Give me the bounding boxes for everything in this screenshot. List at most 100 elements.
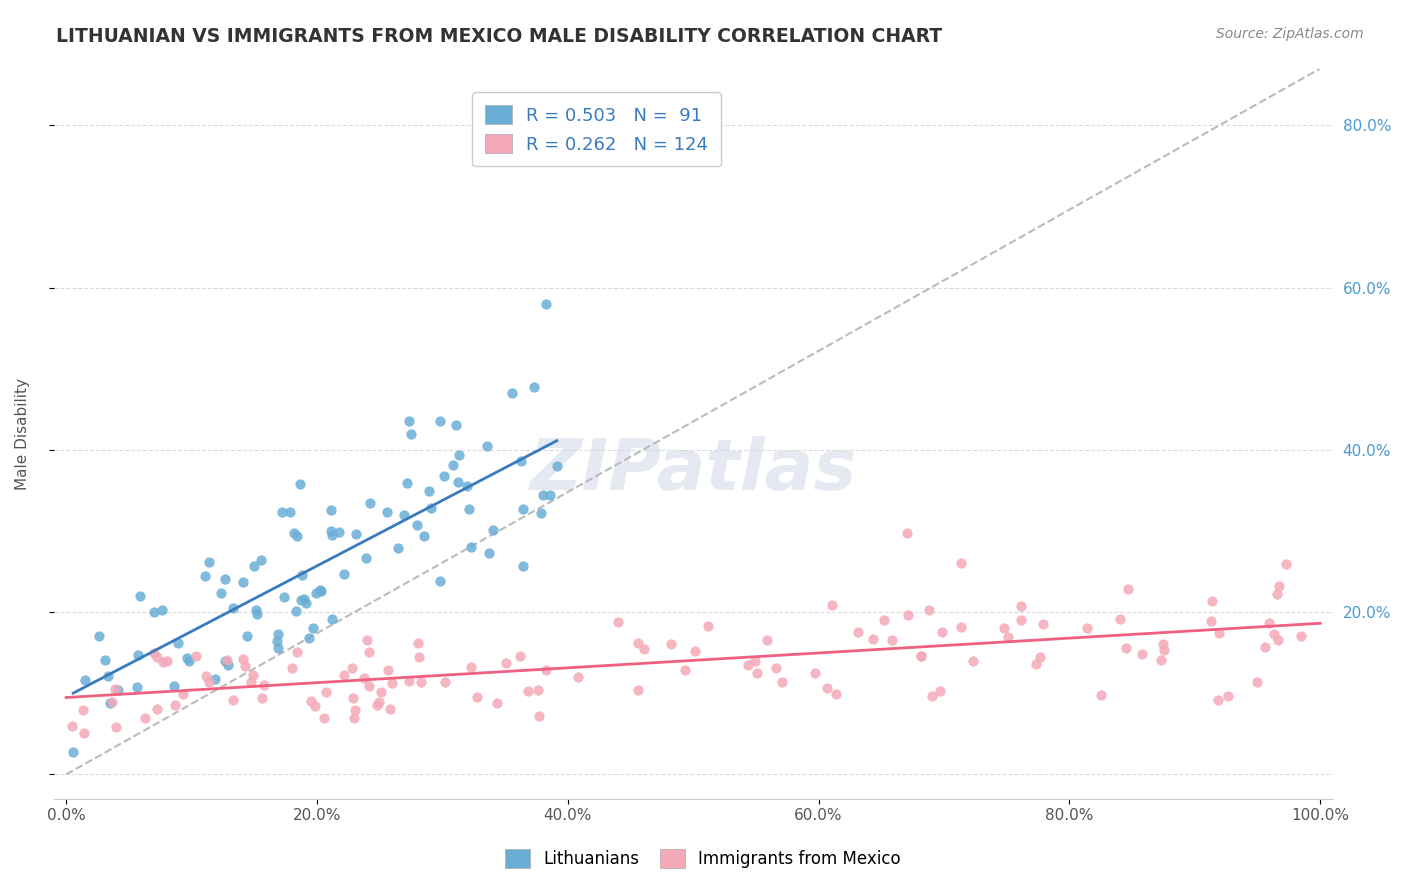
Point	[846, 624, 869, 639]
Point	[73, 725, 96, 739]
Point	[357, 679, 380, 693]
Point	[236, 629, 259, 643]
Point	[104, 681, 127, 696]
Point	[1275, 557, 1298, 571]
Point	[1246, 674, 1268, 689]
Point	[62, 719, 84, 733]
Legend: R = 0.503   N =  91, R = 0.262   N = 124: R = 0.503 N = 91, R = 0.262 N = 124	[472, 92, 721, 166]
Point	[357, 645, 380, 659]
Point	[309, 582, 332, 597]
Point	[398, 673, 420, 688]
Point	[1153, 643, 1175, 657]
Point	[744, 654, 766, 668]
Point	[217, 652, 239, 666]
Point	[233, 659, 256, 673]
Point	[209, 586, 232, 600]
Point	[291, 568, 314, 582]
Point	[127, 681, 149, 695]
Legend: Lithuanians, Immigrants from Mexico: Lithuanians, Immigrants from Mexico	[499, 843, 907, 875]
Point	[446, 417, 468, 432]
Point	[304, 698, 326, 713]
Point	[510, 453, 533, 467]
Point	[419, 500, 441, 515]
Point	[152, 655, 174, 669]
Point	[194, 569, 217, 583]
Point	[242, 667, 264, 681]
Point	[267, 627, 290, 641]
Point	[198, 675, 221, 690]
Point	[295, 597, 318, 611]
Point	[399, 426, 422, 441]
Point	[441, 458, 464, 473]
Point	[501, 385, 523, 400]
Point	[194, 669, 217, 683]
Point	[98, 696, 121, 710]
Point	[267, 640, 290, 655]
Point	[1258, 615, 1281, 630]
Point	[62, 745, 84, 759]
Point	[485, 696, 508, 710]
Point	[356, 633, 378, 648]
Point	[280, 661, 302, 675]
Point	[1116, 582, 1139, 596]
Point	[246, 607, 269, 621]
Point	[312, 711, 335, 725]
Point	[299, 694, 322, 708]
Point	[333, 566, 356, 581]
Point	[467, 690, 489, 704]
Point	[129, 589, 152, 603]
Point	[387, 541, 409, 555]
Point	[534, 297, 557, 311]
Point	[222, 692, 245, 706]
Point	[72, 703, 94, 717]
Point	[333, 668, 356, 682]
Point	[516, 683, 538, 698]
Point	[526, 683, 548, 698]
Point	[270, 505, 292, 519]
Point	[821, 598, 844, 612]
Point	[880, 632, 903, 647]
Point	[143, 605, 166, 619]
Point	[94, 653, 117, 667]
Point	[447, 475, 470, 489]
Point	[627, 636, 650, 650]
Point	[1010, 613, 1032, 627]
Point	[285, 644, 308, 658]
Point	[172, 687, 194, 701]
Point	[1199, 614, 1222, 628]
Point	[392, 508, 415, 523]
Point	[309, 584, 332, 599]
Point	[1291, 630, 1313, 644]
Point	[418, 484, 440, 499]
Point	[366, 698, 388, 712]
Point	[222, 601, 245, 615]
Point	[398, 414, 420, 428]
Point	[531, 488, 554, 502]
Point	[340, 661, 363, 675]
Point	[997, 630, 1019, 644]
Point	[353, 671, 375, 685]
Point	[354, 551, 377, 566]
Point	[321, 524, 343, 539]
Point	[239, 675, 262, 690]
Point	[737, 658, 759, 673]
Point	[696, 619, 718, 633]
Point	[406, 636, 429, 650]
Point	[146, 649, 169, 664]
Point	[232, 651, 254, 665]
Point	[534, 663, 557, 677]
Point	[896, 526, 918, 541]
Point	[478, 546, 501, 560]
Point	[163, 698, 186, 712]
Point	[344, 703, 367, 717]
Point	[177, 654, 200, 668]
Point	[458, 501, 481, 516]
Point	[253, 678, 276, 692]
Point	[512, 558, 534, 573]
Point	[872, 613, 894, 627]
Point	[321, 528, 343, 542]
Point	[523, 380, 546, 394]
Point	[343, 711, 366, 725]
Point	[429, 414, 451, 428]
Point	[381, 676, 404, 690]
